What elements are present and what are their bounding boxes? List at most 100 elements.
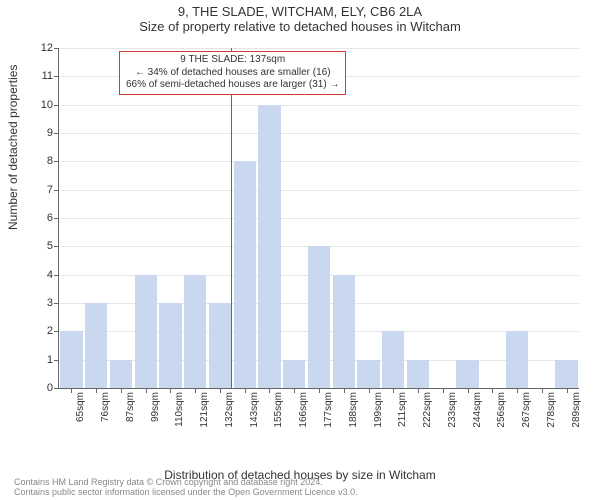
histogram-bar <box>159 303 181 388</box>
x-tick-label: 188sqm <box>348 392 359 428</box>
y-tick-mark <box>54 190 59 191</box>
x-tick-label: 177sqm <box>323 392 334 428</box>
y-tick-mark <box>54 331 59 332</box>
title-line2: Size of property relative to detached ho… <box>0 19 600 34</box>
y-tick-label: 4 <box>23 269 53 281</box>
annotation-line: 66% of semi-detached houses are larger (… <box>126 79 339 92</box>
y-tick-label: 6 <box>23 212 53 224</box>
x-tick-label: 244sqm <box>472 392 483 428</box>
x-tick-label: 222sqm <box>422 392 433 428</box>
x-tick-mark <box>220 388 221 393</box>
gridline <box>59 105 579 106</box>
histogram-bar <box>209 303 231 388</box>
x-tick-label: 132sqm <box>224 392 235 428</box>
y-tick-mark <box>54 246 59 247</box>
x-tick-label: 121sqm <box>199 392 210 428</box>
histogram-bar <box>258 105 280 388</box>
x-tick-label: 267sqm <box>521 392 532 428</box>
gridline <box>59 218 579 219</box>
x-tick-mark <box>567 388 568 393</box>
y-tick-mark <box>54 218 59 219</box>
x-tick-label: 278sqm <box>546 392 557 428</box>
y-tick-label: 2 <box>23 325 53 337</box>
y-tick-label: 3 <box>23 297 53 309</box>
histogram-bar <box>135 275 157 388</box>
histogram-bar <box>283 360 305 388</box>
x-tick-mark <box>245 388 246 393</box>
x-tick-mark <box>468 388 469 393</box>
histogram-plot: 012345678910111265sqm76sqm87sqm99sqm110s… <box>58 48 579 389</box>
y-axis-label: Number of detached properties <box>6 65 20 230</box>
y-tick-mark <box>54 275 59 276</box>
x-tick-label: 65sqm <box>75 392 86 422</box>
x-tick-mark <box>319 388 320 393</box>
y-tick-label: 8 <box>23 155 53 167</box>
y-tick-label: 9 <box>23 127 53 139</box>
y-tick-label: 12 <box>23 42 53 54</box>
chart-title: 9, THE SLADE, WITCHAM, ELY, CB6 2LA Size… <box>0 0 600 34</box>
gridline <box>59 133 579 134</box>
footer-attribution: Contains HM Land Registry data © Crown c… <box>14 478 358 498</box>
histogram-bar <box>234 161 256 388</box>
x-tick-mark <box>344 388 345 393</box>
x-tick-label: 110sqm <box>174 392 185 427</box>
histogram-bar <box>555 360 577 388</box>
y-tick-label: 10 <box>23 99 53 111</box>
y-tick-label: 7 <box>23 184 53 196</box>
x-tick-label: 256sqm <box>496 392 507 428</box>
x-tick-mark <box>369 388 370 393</box>
x-tick-mark <box>418 388 419 393</box>
x-tick-mark <box>121 388 122 393</box>
y-tick-mark <box>54 360 59 361</box>
x-tick-label: 99sqm <box>150 392 161 422</box>
x-tick-mark <box>170 388 171 393</box>
x-tick-label: 233sqm <box>447 392 458 428</box>
chart-area: 012345678910111265sqm76sqm87sqm99sqm110s… <box>58 48 578 418</box>
y-tick-mark <box>54 48 59 49</box>
gridline <box>59 48 579 49</box>
x-tick-mark <box>96 388 97 393</box>
y-tick-label: 0 <box>23 382 53 394</box>
gridline <box>59 161 579 162</box>
x-tick-mark <box>393 388 394 393</box>
y-tick-label: 11 <box>23 70 53 82</box>
x-tick-label: 155sqm <box>273 392 284 428</box>
annotation-box: 9 THE SLADE: 137sqm← 34% of detached hou… <box>119 51 346 95</box>
y-tick-label: 5 <box>23 240 53 252</box>
x-tick-label: 166sqm <box>298 392 309 428</box>
histogram-bar <box>60 331 82 388</box>
x-tick-label: 199sqm <box>373 392 384 428</box>
y-tick-mark <box>54 388 59 389</box>
footer-line2: Contains public sector information licen… <box>14 488 358 498</box>
histogram-bar <box>110 360 132 388</box>
x-tick-label: 76sqm <box>100 392 111 422</box>
x-tick-mark <box>492 388 493 393</box>
x-tick-mark <box>269 388 270 393</box>
title-line1: 9, THE SLADE, WITCHAM, ELY, CB6 2LA <box>0 4 600 19</box>
y-tick-mark <box>54 303 59 304</box>
x-tick-mark <box>517 388 518 393</box>
histogram-bar <box>308 246 330 388</box>
x-tick-label: 289sqm <box>571 392 582 428</box>
y-tick-mark <box>54 133 59 134</box>
x-tick-label: 211sqm <box>397 392 408 427</box>
y-tick-mark <box>54 105 59 106</box>
annotation-line: 9 THE SLADE: 137sqm <box>126 54 339 67</box>
x-tick-mark <box>443 388 444 393</box>
histogram-bar <box>382 331 404 388</box>
x-tick-mark <box>195 388 196 393</box>
annotation-line: ← 34% of detached houses are smaller (16… <box>126 67 339 80</box>
x-tick-mark <box>71 388 72 393</box>
y-tick-label: 1 <box>23 354 53 366</box>
histogram-bar <box>407 360 429 388</box>
x-tick-mark <box>542 388 543 393</box>
x-tick-label: 143sqm <box>249 392 260 428</box>
histogram-bar <box>333 275 355 388</box>
reference-line <box>231 48 232 388</box>
x-tick-mark <box>146 388 147 393</box>
histogram-bar <box>357 360 379 388</box>
x-tick-mark <box>294 388 295 393</box>
x-tick-label: 87sqm <box>125 392 136 422</box>
histogram-bar <box>506 331 528 388</box>
y-tick-mark <box>54 161 59 162</box>
